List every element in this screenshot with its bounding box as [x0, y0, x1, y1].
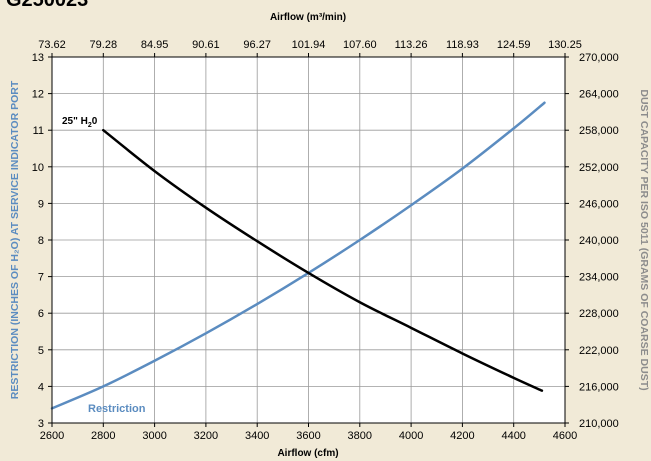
- y-left-tick-label: 11: [33, 125, 44, 137]
- x-tick-label: 2800: [91, 430, 115, 442]
- top-axis-label: Airflow (m³/min): [270, 12, 346, 23]
- y-right-tick-label: 216,000: [579, 381, 619, 393]
- axis-ticks: 2600 2800 3000 3200 3400 3600 3800 4000 4200 4400…: [32, 39, 619, 442]
- y-left-tick-label: 9: [38, 198, 44, 210]
- dust-series-label: 25" H20: [62, 116, 98, 129]
- y-right-tick-label: 240,000: [579, 235, 619, 247]
- x-tick-label: 4400: [501, 430, 525, 442]
- top-tick-label: 79.28: [90, 39, 118, 51]
- y-right-tick-label: 252,000: [579, 162, 619, 174]
- y-right-tick-label: 210,000: [579, 418, 619, 430]
- restriction-series-label: Restriction: [88, 403, 146, 415]
- y-left-tick-label: 12: [32, 89, 44, 101]
- y-right-tick-label: 246,000: [579, 198, 619, 210]
- y-left-tick-label: 6: [38, 308, 44, 320]
- x-tick-label: 4600: [553, 430, 577, 442]
- x-tick-label: 4200: [450, 430, 474, 442]
- top-tick-label: 124.59: [497, 39, 531, 51]
- x-tick-label: 3200: [194, 430, 218, 442]
- page-title: G250023: [6, 0, 88, 11]
- x-axis-label: Airflow (cfm): [277, 448, 338, 459]
- y-right-tick-label: 270,000: [579, 52, 619, 64]
- series-layer: [50, 101, 546, 410]
- top-tick-label: 101.94: [292, 39, 326, 51]
- y-left-tick-label: 3: [38, 418, 44, 430]
- y-left-tick-label: 13: [32, 52, 44, 64]
- y-right-tick-label: 222,000: [579, 345, 619, 357]
- x-tick-label: 2600: [40, 430, 64, 442]
- y-right-axis-label: DUST CAPACITY PER ISO 5011 (GRAMS OF COA…: [638, 89, 650, 390]
- y-right-tick-label: 228,000: [579, 308, 619, 320]
- y-left-tick-label: 8: [38, 235, 44, 247]
- grid-lines: [52, 57, 565, 423]
- top-tick-label: 96.27: [243, 39, 271, 51]
- x-tick-label: 3800: [348, 430, 372, 442]
- y-right-tick-label: 234,000: [579, 272, 619, 284]
- dust-capacity-series-line: [102, 128, 544, 392]
- top-tick-label: 90.61: [192, 39, 220, 51]
- x-tick-label: 4000: [399, 430, 423, 442]
- y-left-axis-label: RESTRICTION (INCHES OF H₂O) AT SERVICE I…: [9, 80, 21, 399]
- top-tick-label: 113.26: [395, 39, 428, 51]
- top-tick-label: 118.93: [446, 39, 479, 51]
- y-right-tick-label: 264,000: [579, 89, 619, 101]
- x-tick-label: 3000: [142, 430, 166, 442]
- y-left-tick-label: 7: [38, 272, 44, 284]
- y-right-tick-label: 258,000: [579, 125, 619, 137]
- top-tick-label: 84.95: [141, 39, 169, 51]
- top-tick-label: 107.60: [343, 39, 377, 51]
- y-left-tick-label: 10: [32, 162, 44, 174]
- x-tick-label: 3400: [245, 430, 269, 442]
- x-tick-label: 3600: [296, 430, 320, 442]
- top-tick-label: 130.25: [548, 39, 582, 51]
- y-left-tick-label: 5: [38, 345, 44, 357]
- y-left-tick-label: 4: [38, 381, 44, 393]
- top-tick-label: 73.62: [38, 39, 66, 51]
